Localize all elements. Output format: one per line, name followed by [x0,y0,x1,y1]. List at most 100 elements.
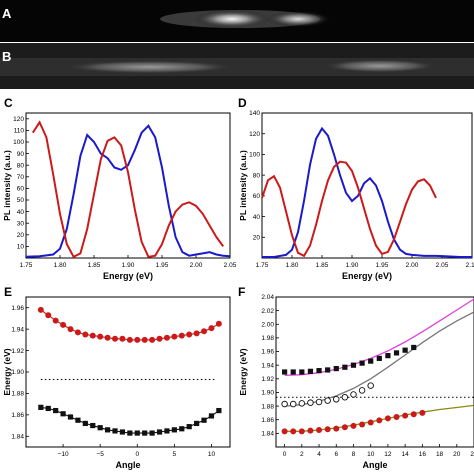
chart-e-ytick-label: 1.86 [11,412,24,419]
chart-f-series-1-point [359,360,365,366]
chart-f-series-1-point [282,369,288,375]
chart-f-series-2-point [367,382,374,389]
chart-e-series-2-point [208,413,215,419]
chart-e-series-2-point [75,417,81,423]
chart-f-series-2-point [315,398,323,406]
chart-f-series-3-point [359,421,366,428]
chart-e-xtick-label: 10 [208,451,216,458]
chart-e-ytick-label: 1.84 [11,433,24,440]
chart-f-xtick-label: 18 [436,451,444,458]
chart-f-series-1-point [307,368,314,374]
chart-e-series-2-point [60,411,66,417]
chart-f-series-1-point [290,369,296,375]
charts: C1.75 1.80 1.85 1.90 1.95 2.00 2.0510203040506… [2,96,474,470]
chart-e-series-1-point [163,334,170,341]
chart-f-fit-curve-1 [284,298,474,377]
chart-e-series-2-point [82,420,88,427]
chart-f-series-1-point [299,369,305,375]
chart-c-ytick-label: 110 [14,128,25,135]
chart-f-series-2-point [324,397,331,404]
chart-f-xtick-label: 6 [334,451,338,458]
chart-f-xtick-label: 20 [453,451,461,458]
chart-d-ytick-label: 80 [253,172,261,179]
chart-f-series-3-point [376,417,383,424]
chart-f-frame [275,296,474,448]
chart-f-series-2-point [289,400,297,408]
chart-d-ytick-label: 20 [253,234,261,241]
chart-d-series-2-line [261,160,437,258]
chart-d-frame [261,112,473,259]
chart-f-xtick-label: 2 [300,451,304,458]
chart-f-series-3-point [298,428,305,435]
chart-e-series-1-point [119,335,126,342]
chart-e-series-2-point [156,429,163,435]
chart-d-ytick-label: 100 [249,152,260,159]
chart-f-series-3-point [384,415,391,422]
panel-a: A [0,0,474,42]
chart-e-series-2-point [201,417,207,423]
chart-e-series-2-point [45,405,51,412]
chart-e-series-2-point [149,430,155,436]
panel-f: F 0 2 4 6 8 10 12 14 16 18 20 22 1.84 1.86 1.88 1.90 1.92… [238,285,474,470]
chart-f-ylabel: Energy (eV) [238,348,248,395]
panel-b: B [0,43,474,89]
chart-f-ytick-label: 2.02 [261,308,274,315]
chart-f-series-1-point [350,362,357,368]
chart-f-series-2-point [298,400,306,407]
chart-c-xlabel: Energy (eV) [103,271,153,281]
chart-f-ytick-label: 1.86 [261,417,274,424]
chart-f-series-3-point [410,411,417,418]
chart-c-ytick-label: 20 [17,232,25,239]
chart-f-series-3-point [307,427,314,434]
chart-f-series-1-point [402,347,408,353]
chart-e-series-1-point [89,332,96,339]
chart-f-ytick-label: 1.94 [261,362,274,369]
chart-f-series-3-point [419,409,426,416]
chart-d-xtick-label: 2.00 [406,262,419,269]
chart-f-ytick-label: 1.88 [261,403,274,410]
chart-e-series-2-point [134,430,140,436]
chart-f-panel-label: F [238,285,245,299]
chart-d-ytick-label: 40 [253,214,261,221]
panel-a-spot-left [194,10,270,28]
chart-e-series-2-point [171,427,177,433]
chart-e-series-2-point [90,422,96,429]
chart-f-series-1-point [325,367,331,373]
chart-c-ytick-label: 70 [17,174,25,181]
chart-d-ytick-label: 60 [253,193,261,200]
chart-e-series-2-point [142,430,148,436]
chart-e-series-2-point [38,404,44,410]
panel-a-spot-right [266,11,330,27]
chart-e-series-1-point [104,334,111,341]
chart-e-ytick-label: 1.92 [11,348,24,355]
chart-f-series-1-point [376,355,382,361]
chart-f-xtick-label: 4 [317,451,321,458]
panel-e: E −10 −5 0 5 10 1.84 1.86 1.88 1.90 1.92 1.94 1.96 An… [2,285,231,470]
chart-e-series-2-point [186,424,192,430]
chart-d-xtick-label: 1.90 [346,262,359,269]
chart-e-series-1-point [37,306,44,313]
chart-e-xtick-label: −10 [58,451,69,458]
chart-e-series-2-line [40,406,220,434]
chart-e-series-2-point [53,407,59,414]
chart-e-series-1-point [112,335,119,342]
chart-c-panel-label: C [4,96,13,110]
chart-e-series-2-point [105,427,111,433]
chart-e-xtick-label: 0 [135,451,139,458]
chart-f-ytick-label: 1.84 [261,431,274,438]
panel-b-spot-left [60,60,240,74]
chart-e-xtick-label: −5 [96,451,104,458]
chart-e-series-1-point [171,333,178,340]
chart-e-xlabel: Angle [115,460,140,470]
chart-e-series-1-point [178,332,185,339]
chart-d-xtick-label: 1.80 [286,262,299,269]
chart-e-series-1-point [82,331,89,338]
chart-c-xtick-label: 2.05 [224,262,237,269]
chart-c-ytick-label: 120 [13,116,24,123]
chart-e-series-1-point [67,326,74,333]
chart-c-ytick-label: 90 [17,151,25,158]
chart-e-ylabel: Energy (eV) [2,348,12,395]
chart-f-series-3-point [281,428,288,435]
chart-f-xtick-label: 10 [367,451,375,458]
chart-f-series-1-point [333,365,339,372]
